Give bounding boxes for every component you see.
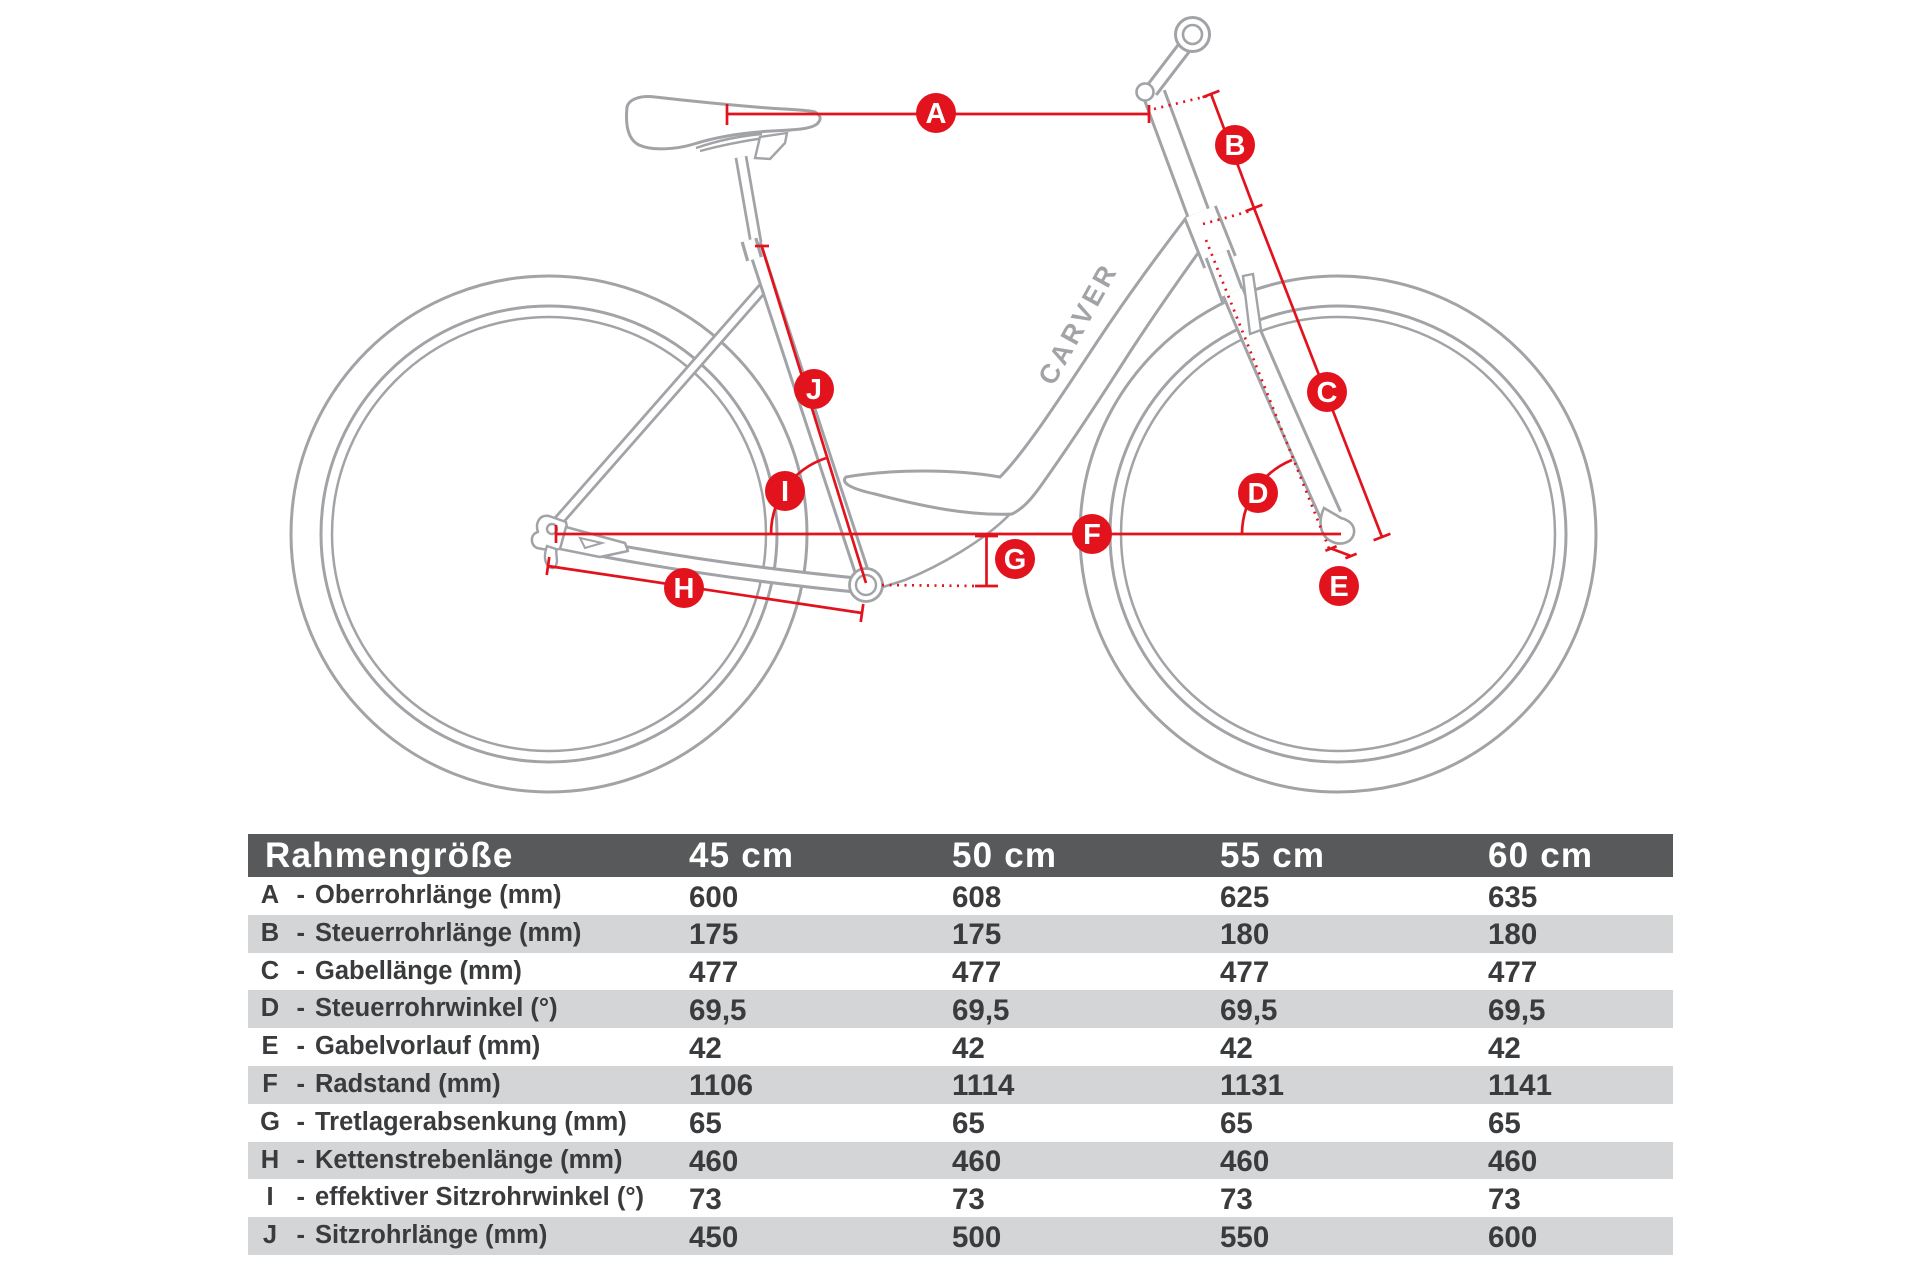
- svg-text:G: G: [1004, 544, 1027, 576]
- svg-text:E: E: [1329, 571, 1348, 603]
- svg-text:A: A: [926, 98, 947, 130]
- svg-text:J: J: [806, 374, 822, 406]
- svg-text:F: F: [1083, 519, 1101, 551]
- svg-text:I: I: [781, 476, 789, 508]
- svg-text:D: D: [1248, 478, 1269, 510]
- svg-text:B: B: [1225, 130, 1246, 162]
- svg-text:H: H: [674, 573, 695, 605]
- svg-text:C: C: [1317, 377, 1338, 409]
